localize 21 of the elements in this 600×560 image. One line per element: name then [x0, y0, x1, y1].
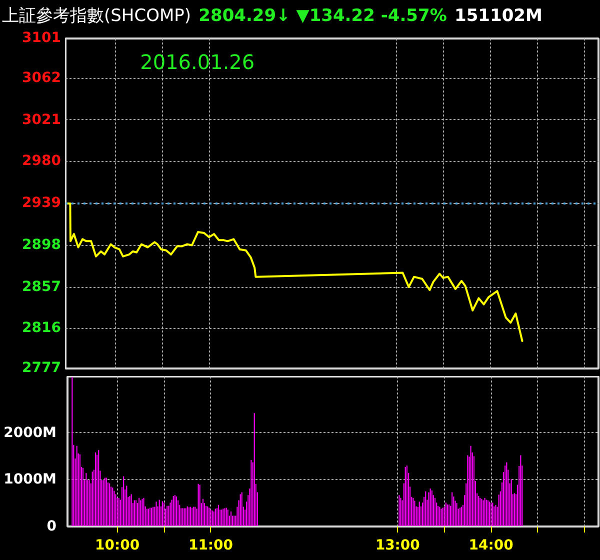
y-tick-label: 0 [46, 518, 57, 534]
y-tick-label: 3062 [22, 70, 61, 86]
y-tick-label: 2898 [22, 236, 61, 253]
x-tick-label: 13:00 [375, 538, 420, 554]
x-tick-label: 14:00 [468, 538, 514, 554]
y-tick-label: 1000M [4, 472, 57, 488]
y-tick-label: 2777 [22, 360, 61, 376]
chart-title: 上証參考指數(SHCOMP) [2, 6, 192, 26]
y-tick-label: 3021 [22, 112, 61, 128]
y-tick-label: 2980 [22, 153, 61, 170]
y-tick-label: 3101 [22, 30, 61, 46]
x-tick-label: 10:00 [95, 538, 140, 554]
line-series [66, 202, 524, 342]
y-tick-label: 2857 [22, 278, 61, 294]
x-tick-label: 11:00 [188, 538, 234, 554]
y-tick-label: 2939 [22, 195, 61, 211]
y-tick-label: 2816 [22, 320, 61, 336]
text: 151102M [454, 6, 542, 26]
annotation: 2016.01.26 [140, 50, 255, 74]
chart-subtitle: 2804.29↓ ▼134.22 -4.57% [198, 6, 447, 26]
y-tick-label: 2000M [4, 424, 57, 441]
